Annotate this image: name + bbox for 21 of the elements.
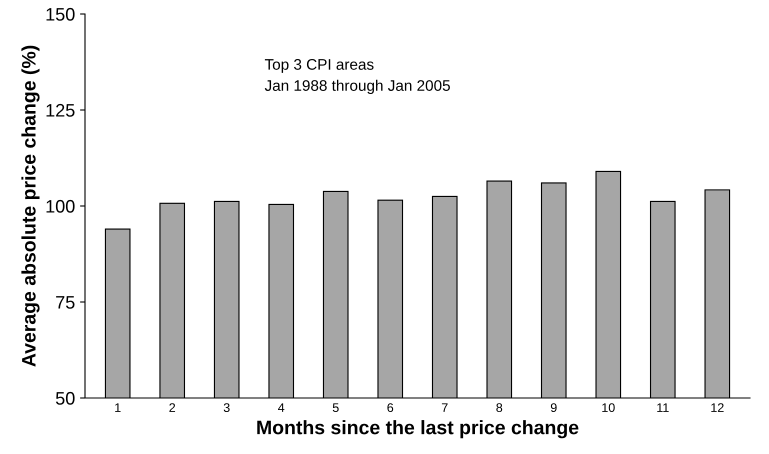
x-tick-label: 6 [387,403,394,412]
x-tick-label: 11 [657,403,669,412]
x-tick-label: 9 [550,403,557,412]
x-tick-label: 5 [332,403,339,412]
x-tick-label: 4 [278,403,284,412]
x-tick-label: 2 [169,403,176,412]
x-tick-label: 8 [496,403,502,412]
x-axis-title: Months since the last price change [257,420,578,438]
x-tick-label: 1 [115,403,121,412]
x-tick-label: 3 [224,403,230,412]
y-tick-label: 75 [56,296,75,309]
y-axis-title: Average absolute price change (%) [21,46,40,367]
y-tick-label: 125 [46,104,75,117]
x-tick-label: 12 [711,403,724,412]
annotation: Top 3 CPI areas [264,59,374,73]
y-tick-label: 100 [46,200,75,213]
y-tick-label: 50 [56,392,75,405]
x-tick-label: 7 [442,403,448,412]
x-tick-label: 10 [602,403,615,412]
annotation: Jan 1988 through Jan 2005 [264,80,450,94]
y-tick-label: 150 [46,8,75,21]
